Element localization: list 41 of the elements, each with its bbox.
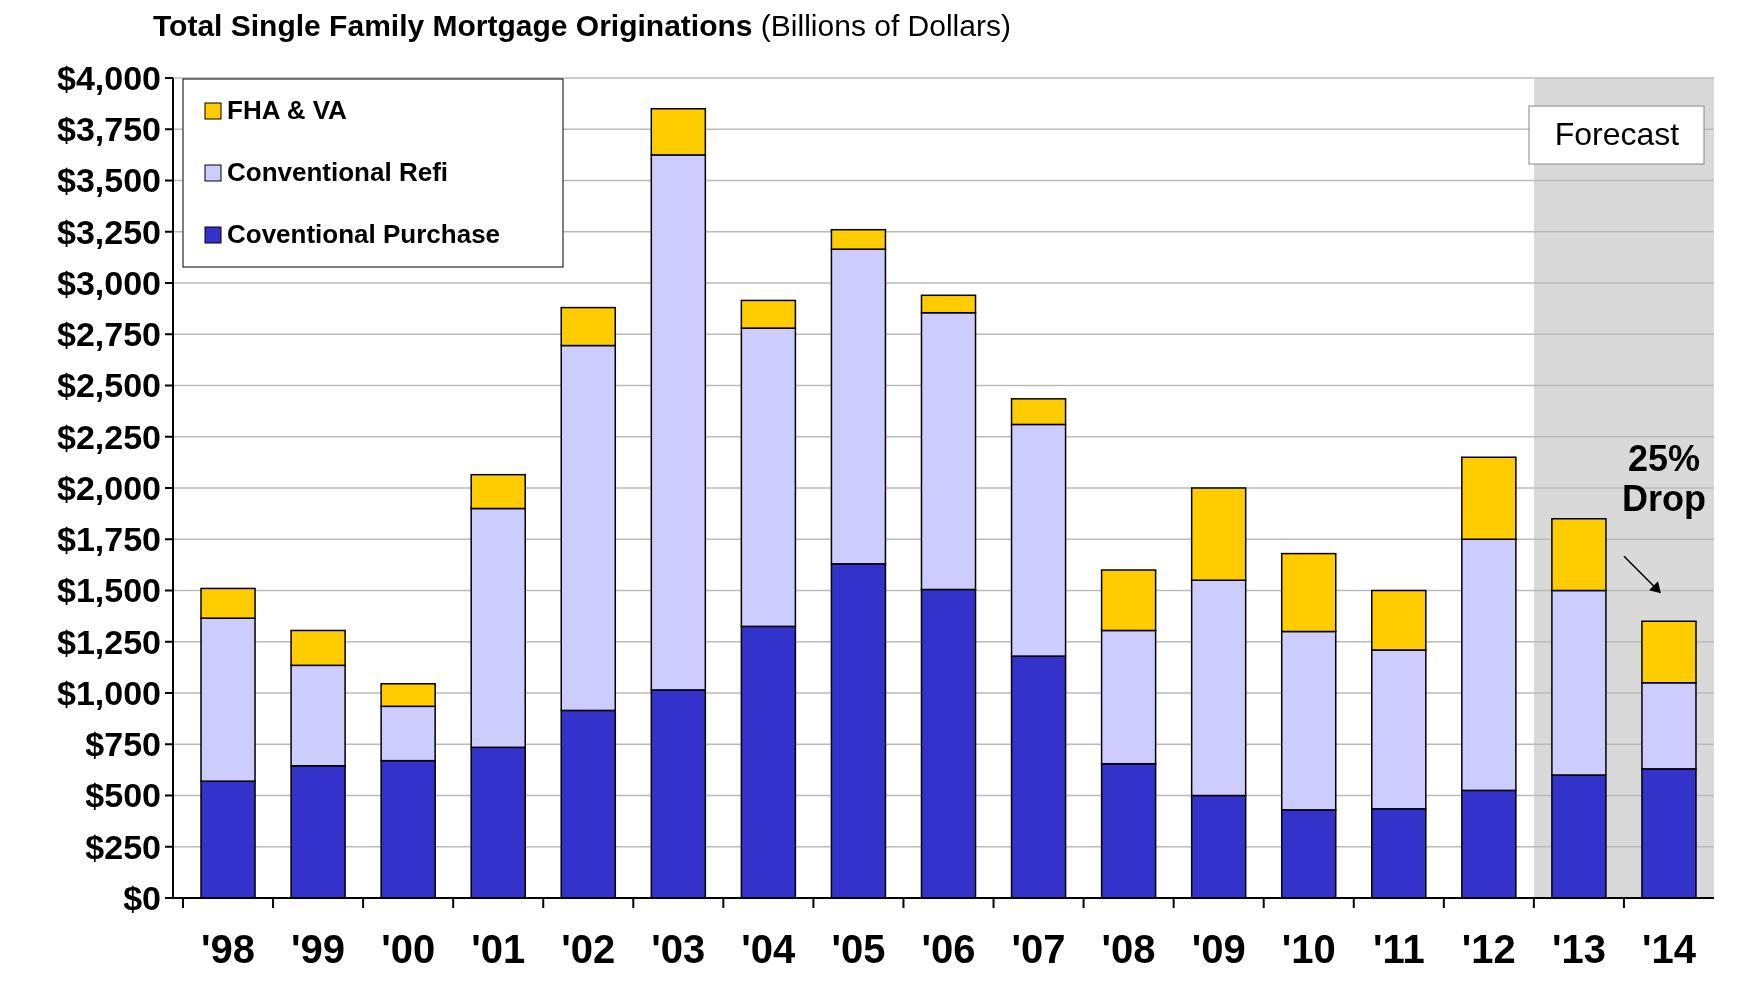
legend-label: Coventional Purchase xyxy=(227,219,501,249)
y-tick-label: $250 xyxy=(85,827,161,866)
y-tick-label: $1,000 xyxy=(57,673,161,712)
y-tick-label: $3,000 xyxy=(57,263,161,302)
x-tick-label: '02 xyxy=(561,927,616,971)
y-tick-label: $2,500 xyxy=(57,366,161,405)
y-tick-label: $500 xyxy=(85,776,161,815)
legend-label: FHA & VA xyxy=(227,95,348,125)
x-tick-label: '99 xyxy=(291,927,346,971)
annotation: 25% Drop xyxy=(1621,438,1706,520)
chart-title: Total Single Family Mortgage Originations xyxy=(153,9,753,42)
x-tick-label: '05 xyxy=(831,927,886,971)
x-tick-label: '13 xyxy=(1551,927,1606,971)
y-tick-label: $2,000 xyxy=(57,468,161,507)
y-tick-label: $1,250 xyxy=(57,622,161,661)
x-tick-label: '01 xyxy=(471,927,526,971)
legend-label: Conventional Refi xyxy=(227,157,449,187)
y-tick-label: $2,250 xyxy=(57,417,161,456)
band-label: Forecast xyxy=(1554,116,1680,152)
y-tick-label: $3,500 xyxy=(57,161,161,200)
x-tick-label: '03 xyxy=(651,927,706,971)
x-tick-label: '14 xyxy=(1641,927,1697,971)
x-tick-label: '00 xyxy=(381,927,436,971)
y-tick-label: $3,750 xyxy=(57,110,161,149)
x-tick-label: '04 xyxy=(741,927,797,971)
x-tick-label: '09 xyxy=(1191,927,1246,971)
x-tick-label: '07 xyxy=(1011,927,1066,971)
chart-subtitle: (Billions of Dollars) xyxy=(752,9,1011,42)
y-tick-label: $750 xyxy=(85,725,161,764)
x-tick-label: '08 xyxy=(1101,927,1156,971)
y-tick-label: $1,500 xyxy=(57,571,161,610)
x-tick-label: '98 xyxy=(201,927,256,971)
y-tick-label: $3,250 xyxy=(57,212,161,251)
y-tick-label: $0 xyxy=(123,878,161,917)
y-tick-label: $2,750 xyxy=(57,315,161,354)
x-tick-label: '10 xyxy=(1281,927,1336,971)
x-tick-label: '12 xyxy=(1461,927,1516,971)
x-tick-label: '11 xyxy=(1372,927,1425,971)
x-tick-label: '06 xyxy=(921,927,976,971)
y-tick-label: $1,750 xyxy=(57,520,161,559)
y-tick-label: $4,000 xyxy=(57,58,161,97)
